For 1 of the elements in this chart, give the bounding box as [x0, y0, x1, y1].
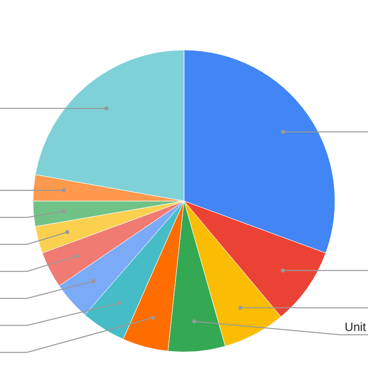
- slice-label: Unit: [344, 320, 367, 334]
